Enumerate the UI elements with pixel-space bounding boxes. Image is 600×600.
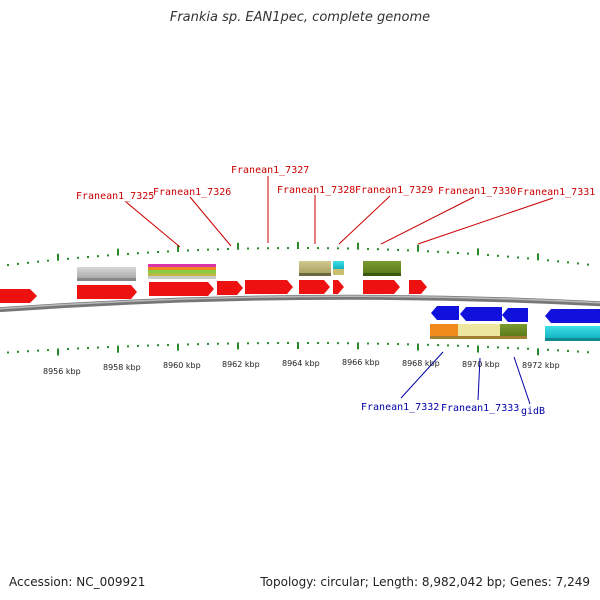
- feature-block-stripe: [430, 336, 527, 339]
- gene-label[interactable]: Franean1_7331: [517, 187, 595, 198]
- feature-block[interactable]: [77, 267, 136, 279]
- scale-label: 8968 kbp: [402, 359, 440, 368]
- gene-arrow-forward[interactable]: [299, 280, 330, 294]
- scale-label: 8962 kbp: [222, 360, 260, 369]
- forward-tick-row: [7, 242, 589, 267]
- forward-gene-labels: Franean1_7325 Franean1_7326 Franean1_732…: [76, 165, 595, 202]
- gene-label[interactable]: Franean1_7333: [441, 403, 519, 414]
- feature-block-stripe: [545, 338, 600, 341]
- gene-arrow-reverse[interactable]: [431, 306, 459, 320]
- gene-arrow-forward[interactable]: [77, 285, 137, 299]
- forward-leaders: [125, 176, 554, 248]
- gene-arrow-reverse[interactable]: [460, 307, 502, 321]
- gene-arrow-forward[interactable]: [149, 282, 214, 296]
- feature-block[interactable]: [363, 261, 401, 274]
- gene-label[interactable]: Franean1_7329: [355, 185, 433, 196]
- feature-tracks-reverse: [430, 324, 600, 341]
- scale-label: 8956 kbp: [43, 367, 81, 376]
- feature-block[interactable]: [299, 261, 331, 274]
- gene-label[interactable]: Franean1_7332: [361, 402, 439, 413]
- feature-tracks-forward: [77, 261, 401, 281]
- scale-labels: 8956 kbp 8958 kbp 8960 kbp 8962 kbp 8964…: [43, 358, 560, 376]
- gene-arrow-forward[interactable]: [0, 289, 37, 303]
- genome-summary-text: Topology: circular; Length: 8,982,042 bp…: [260, 575, 590, 589]
- scale-label: 8958 kbp: [103, 363, 141, 372]
- feature-block: [148, 267, 216, 270]
- feature-block[interactable]: [333, 261, 344, 269]
- gene-label[interactable]: gidB: [521, 406, 545, 417]
- scale-label: 8964 kbp: [282, 359, 320, 368]
- gene-arrow-forward[interactable]: [409, 280, 427, 294]
- gene-label[interactable]: Franean1_7330: [438, 186, 516, 197]
- genome-backbone-highlight: [0, 295, 600, 310]
- scale-label: 8960 kbp: [163, 361, 201, 370]
- feature-block: [148, 273, 216, 276]
- feature-block-stripe: [77, 278, 136, 281]
- feature-block: [148, 276, 216, 279]
- feature-block[interactable]: [148, 264, 216, 267]
- gene-arrow-forward[interactable]: [333, 280, 344, 294]
- gene-label[interactable]: Franean1_7325: [76, 191, 154, 202]
- feature-block-stripe: [299, 273, 331, 276]
- gene-arrow-forward[interactable]: [245, 280, 293, 294]
- scale-label: 8970 kbp: [462, 360, 500, 369]
- gene-arrow-forward[interactable]: [217, 281, 243, 295]
- gene-label[interactable]: Franean1_7327: [231, 165, 309, 176]
- feature-block: [148, 270, 216, 273]
- gene-label[interactable]: Franean1_7326: [153, 187, 231, 198]
- feature-block[interactable]: [545, 326, 600, 339]
- scale-tick-row: [7, 342, 589, 356]
- feature-block: [333, 269, 344, 275]
- feature-block-stripe: [363, 273, 401, 276]
- forward-genes: [0, 280, 427, 303]
- gene-label[interactable]: Franean1_7328: [277, 185, 355, 196]
- feature-block[interactable]: [430, 324, 458, 337]
- feature-block[interactable]: [500, 324, 527, 337]
- reverse-leaders: [400, 351, 531, 405]
- genome-backbone: [0, 294, 600, 313]
- genome-title: Frankia sp. EAN1pec, complete genome: [169, 10, 431, 25]
- reverse-gene-labels: Franean1_7332 Franean1_7333 gidB: [361, 402, 545, 417]
- scale-label: 8972 kbp: [522, 361, 560, 370]
- gene-arrow-forward[interactable]: [363, 280, 400, 294]
- gene-arrow-reverse[interactable]: [502, 308, 528, 322]
- accession-text: Accession: NC_009921: [9, 575, 146, 589]
- reverse-genes: [431, 306, 600, 323]
- feature-block[interactable]: [458, 324, 500, 337]
- gene-arrow-reverse[interactable]: [545, 309, 600, 323]
- scale-label: 8966 kbp: [342, 358, 380, 367]
